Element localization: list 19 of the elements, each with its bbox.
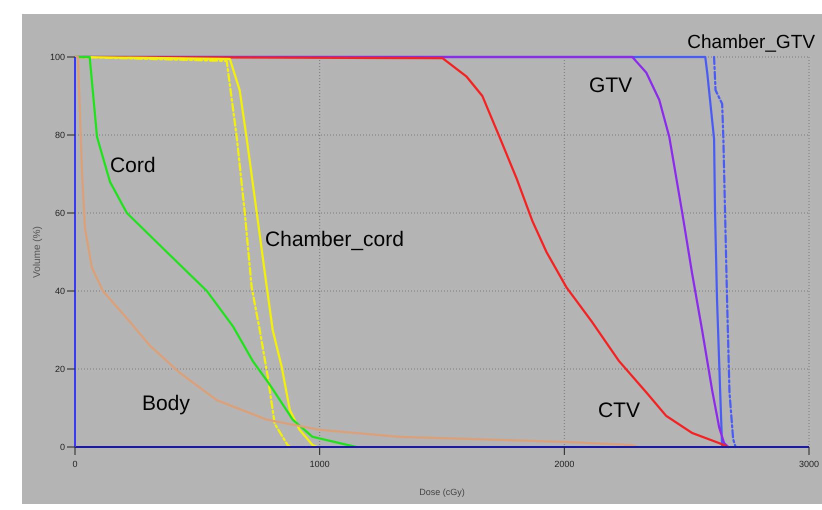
series-label: Chamber_cord [265,228,404,251]
series-label: Chamber_GTV [687,32,816,53]
x-tick-label: 3000 [798,459,820,469]
series-label: CTV [598,399,640,422]
y-tick-label: 0 [60,442,65,452]
y-tick-label: 20 [54,364,65,374]
x-tick-label: 0 [72,459,78,469]
series-label: Cord [110,154,156,177]
x-axis-title: Dose (cGy) [419,487,465,497]
series-label: Body [142,392,190,415]
y-tick-label: 60 [54,208,65,218]
x-tick-label: 2000 [554,459,574,469]
y-tick-label: 40 [54,286,65,296]
y-tick-label: 100 [50,52,65,62]
y-tick-label: 80 [54,130,65,140]
x-tick-label: 1000 [310,459,330,469]
y-axis-title: Volume (%) [32,226,43,278]
series-label: GTV [589,74,632,97]
line-series [712,56,737,448]
